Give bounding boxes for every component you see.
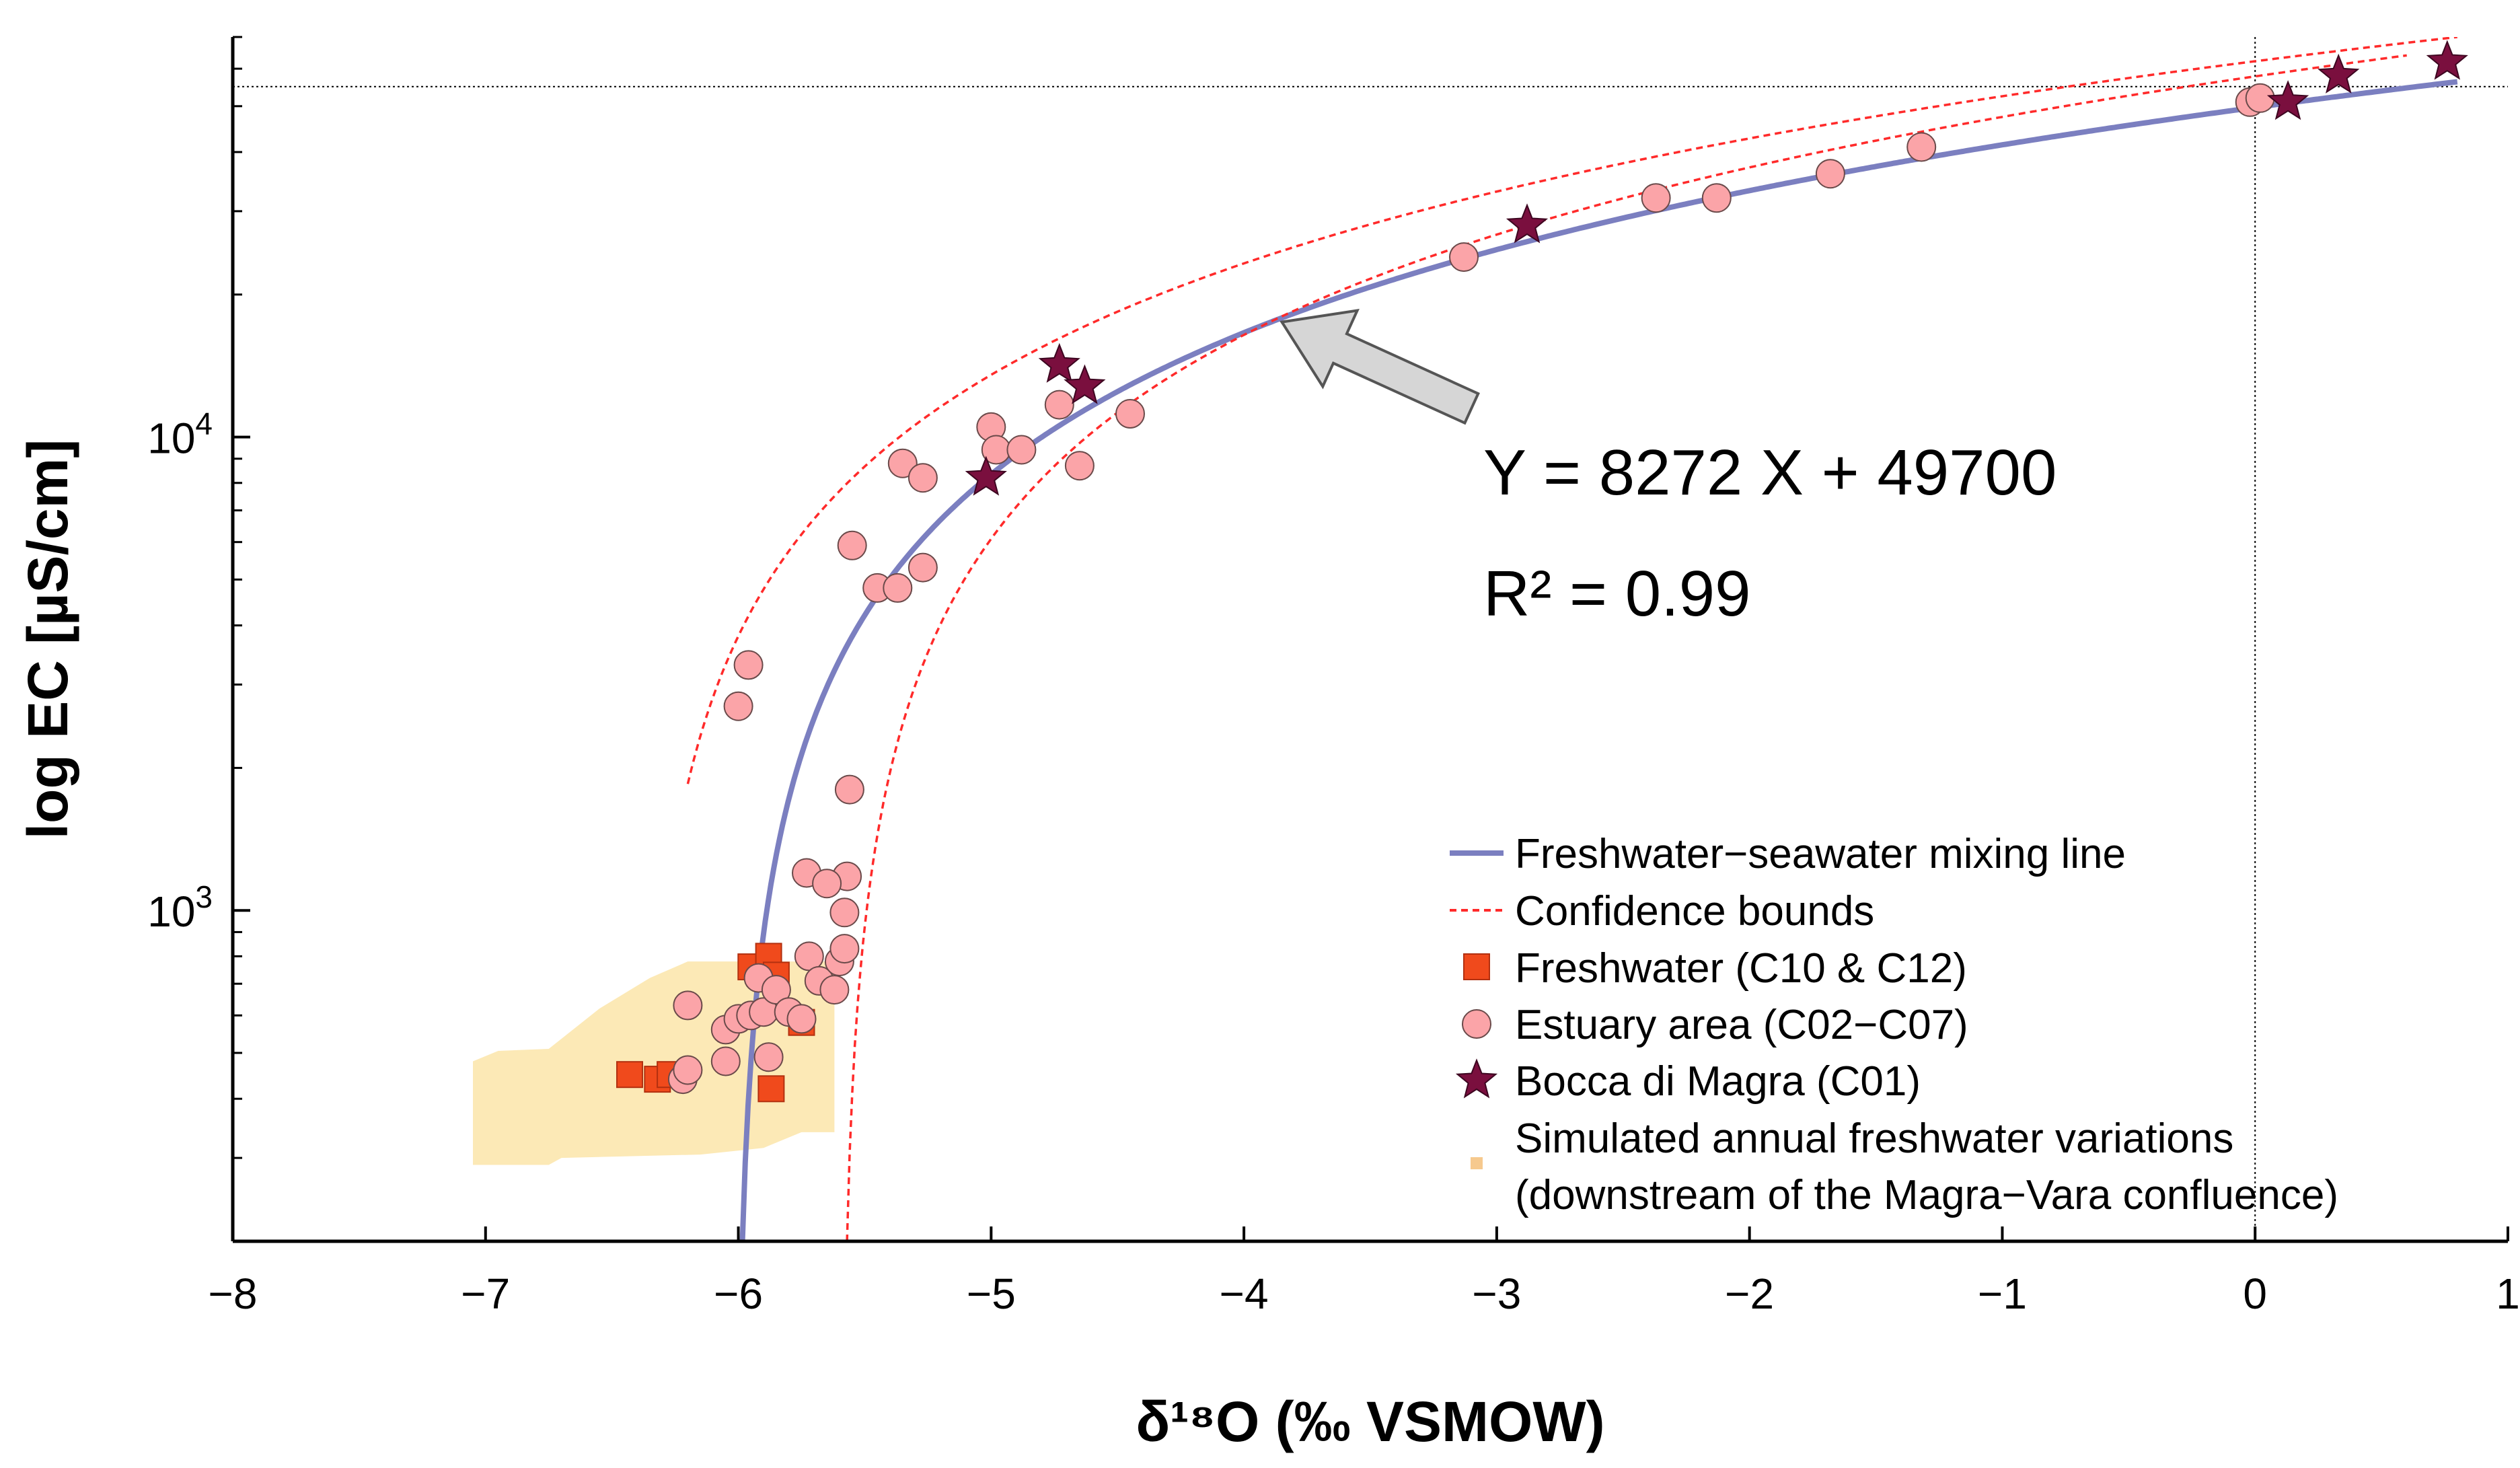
- legend: Freshwater−seawater mixing line Confiden…: [1450, 831, 2338, 1218]
- estuary-point: [1006, 435, 1037, 465]
- legend-freshwater-label: Freshwater (C10 & C12): [1515, 945, 1967, 992]
- bocca-point: [965, 455, 1007, 496]
- x-tick-label: −1: [1978, 1270, 2027, 1318]
- estuary-point: [1064, 451, 1095, 481]
- bocca-point: [1038, 342, 1080, 383]
- freshwater-point: [616, 1061, 643, 1089]
- estuary-point: [753, 1042, 784, 1072]
- estuary-point: [723, 691, 753, 721]
- estuary-point: [1701, 183, 1732, 213]
- legend-confidence-label: Confidence bounds: [1515, 888, 1874, 934]
- y-tick-exponent: 4: [195, 406, 213, 441]
- estuary-point: [761, 975, 791, 1005]
- bocca-point: [1506, 203, 1549, 244]
- estuary-point: [733, 650, 764, 680]
- estuary-point: [829, 897, 860, 928]
- freshwater-point: [757, 1075, 785, 1103]
- legend-simulated-swatch: [1471, 1157, 1483, 1169]
- r-squared-text: R² = 0.99: [1483, 558, 1751, 630]
- estuary-point: [907, 463, 938, 493]
- estuary-point: [837, 530, 867, 560]
- x-tick-label: 1: [2496, 1270, 2520, 1318]
- estuary-point: [1044, 390, 1074, 420]
- x-tick-label: −5: [967, 1270, 1016, 1318]
- reference-lines-layer: [233, 37, 2508, 1241]
- legend-estuary-label: Estuary area (C02−C07): [1515, 1002, 1968, 1048]
- confidence-bound-lower: [846, 54, 2407, 1241]
- y-axis-title: log EC [µS/cm]: [16, 439, 79, 839]
- x-axis-title: δ¹⁸O (‰ VSMOW): [1136, 1390, 1604, 1453]
- x-tick-label: −3: [1472, 1270, 1521, 1318]
- y-tick-base: 10: [147, 414, 195, 463]
- legend-freshwater-swatch: [1463, 953, 1490, 980]
- y-tick-base: 10: [147, 887, 195, 936]
- estuary-point: [1115, 399, 1145, 429]
- estuary-point: [819, 975, 850, 1005]
- x-tick-label: −7: [461, 1270, 510, 1318]
- estuary-point: [1641, 183, 1671, 213]
- legend-simulated-label-2: (downstream of the Magra−Vara confluence…: [1515, 1172, 2338, 1218]
- x-tick-label: −8: [209, 1270, 258, 1318]
- estuary-point: [887, 448, 918, 478]
- bocca-point: [1064, 364, 1106, 404]
- bocca-point: [2266, 80, 2309, 120]
- y-tick-label: 103: [147, 879, 213, 936]
- estuary-point: [812, 869, 842, 899]
- y-tick-exponent: 3: [195, 879, 213, 914]
- estuary-point: [834, 774, 864, 805]
- legend-mixing-line-label: Freshwater−seawater mixing line: [1515, 831, 2126, 877]
- bocca-point: [2426, 40, 2468, 80]
- x-tick-label: −2: [1725, 1270, 1774, 1318]
- legend-estuary-swatch: [1462, 1009, 1491, 1039]
- x-tick-label: −6: [714, 1270, 763, 1318]
- equation-text: Y = 8272 X + 49700: [1483, 437, 2056, 509]
- legend-bocca-swatch: [1455, 1058, 1498, 1099]
- y-tick-label: 104: [147, 406, 213, 463]
- annotation-arrow: [1280, 308, 1480, 425]
- legend-bocca-label: Bocca di Magra (C01): [1515, 1058, 1921, 1105]
- estuary-point: [883, 573, 913, 603]
- x-tick-label: −4: [1220, 1270, 1269, 1318]
- legend-simulated-label: Simulated annual freshwater variations: [1515, 1115, 2233, 1162]
- annotation: Y = 8272 X + 49700 R² = 0.99: [1280, 308, 2056, 630]
- estuary-point: [673, 1055, 703, 1085]
- estuary-point: [1815, 159, 1845, 189]
- estuary-point: [2245, 83, 2275, 113]
- estuary-point: [710, 1046, 741, 1076]
- estuary-point: [1449, 242, 1479, 272]
- estuary-point: [1906, 132, 1937, 162]
- estuary-point: [829, 934, 860, 964]
- points-layer: [616, 40, 2468, 1103]
- bocca-point: [2318, 53, 2360, 94]
- estuary-point: [907, 552, 938, 583]
- x-tick-label: 0: [2243, 1270, 2267, 1318]
- confidence-bound-upper: [686, 37, 2458, 784]
- estuary-point: [786, 1004, 817, 1034]
- estuary-point: [673, 990, 703, 1021]
